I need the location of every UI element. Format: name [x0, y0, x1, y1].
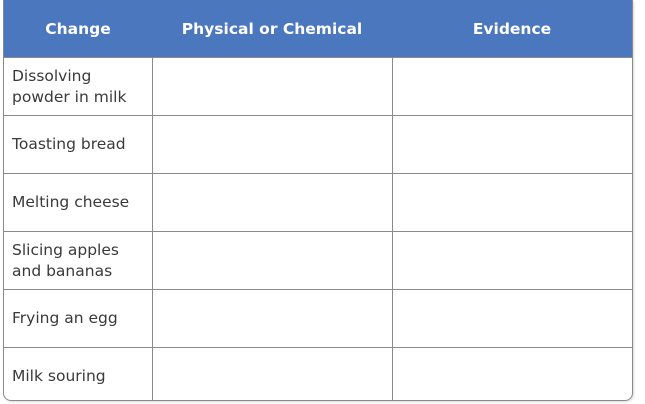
table-row: Melting cheese [4, 173, 632, 232]
change-cell: Toasting bread [4, 115, 152, 174]
header-row: Change Physical or Chemical Evidence [4, 0, 632, 58]
evidence-cell[interactable] [391, 347, 632, 400]
changes-table: Change Physical or Chemical Evidence Dis… [3, 0, 633, 401]
header-change: Change [4, 0, 152, 58]
evidence-cell[interactable] [391, 231, 632, 290]
table-row: Milk souring [4, 347, 632, 400]
change-cell: Slicing apples and bananas [4, 231, 152, 290]
physical-or-chemical-cell[interactable] [151, 173, 392, 232]
table-row: Dissolving powder in milk [4, 57, 632, 116]
physical-or-chemical-cell[interactable] [151, 289, 392, 348]
physical-or-chemical-cell[interactable] [151, 57, 392, 116]
change-cell: Dissolving powder in milk [4, 57, 152, 116]
table-row: Frying an egg [4, 289, 632, 348]
table-row: Toasting bread [4, 115, 632, 174]
evidence-cell[interactable] [391, 57, 632, 116]
physical-or-chemical-cell[interactable] [151, 115, 392, 174]
evidence-cell[interactable] [391, 115, 632, 174]
physical-or-chemical-cell[interactable] [151, 347, 392, 400]
change-cell: Frying an egg [4, 289, 152, 348]
table-row: Slicing apples and bananas [4, 231, 632, 290]
header-evidence: Evidence [392, 0, 632, 58]
evidence-cell[interactable] [391, 289, 632, 348]
header-physical-or-chemical: Physical or Chemical [152, 0, 392, 58]
change-cell: Milk souring [4, 347, 152, 400]
evidence-cell[interactable] [391, 173, 632, 232]
physical-or-chemical-cell[interactable] [151, 231, 392, 290]
change-cell: Melting cheese [4, 173, 152, 232]
